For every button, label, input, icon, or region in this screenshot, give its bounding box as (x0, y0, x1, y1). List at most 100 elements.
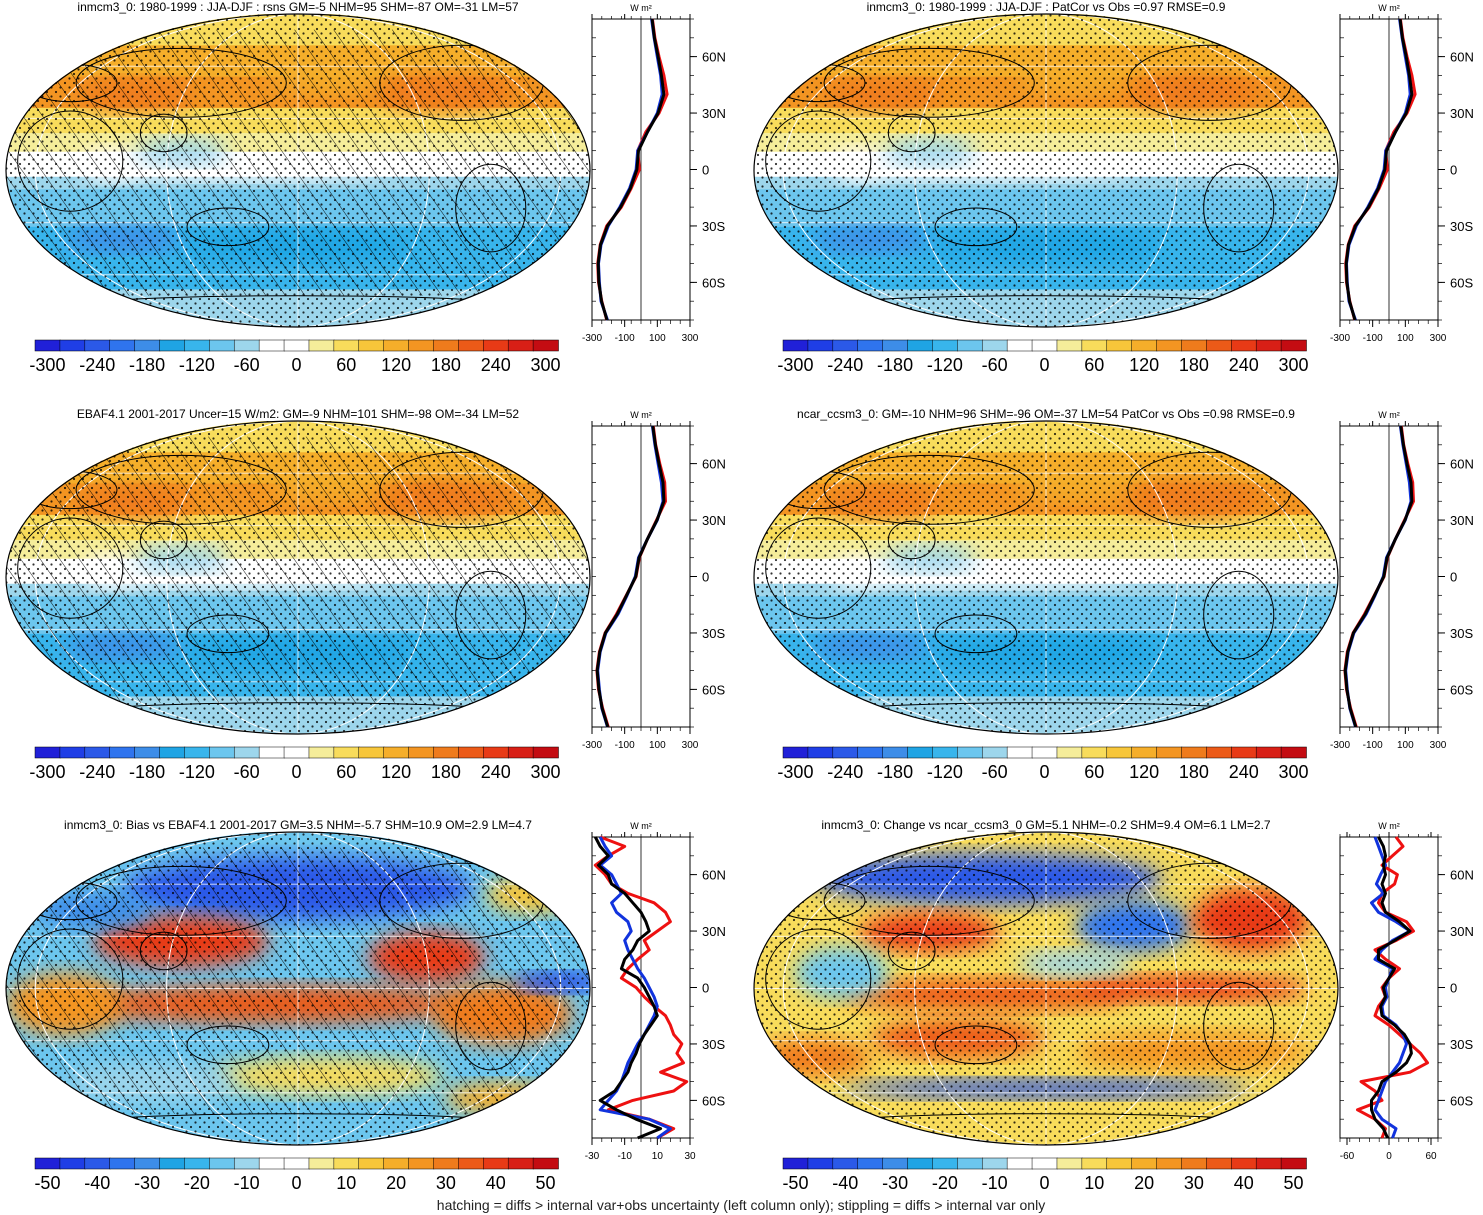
panel-title: inmcm3_0: 1980-1999 : JJA-DJF : PatCor v… (867, 0, 1226, 14)
colorbar-tick-label: 60 (1084, 762, 1104, 782)
colorbar-swatch (258, 1157, 285, 1170)
colorbar-swatch (34, 746, 61, 759)
colorbar-swatch (832, 1157, 859, 1170)
profile-unit-label: W m² (630, 821, 652, 831)
colorbar-tick-label: 60 (1084, 355, 1104, 375)
colorbar-swatch (134, 339, 161, 352)
stippling-overlay (754, 14, 1338, 327)
map-outline (753, 831, 1339, 1146)
profile-lat-label: 60S (1450, 275, 1473, 290)
colorbar-tick-label: -10 (982, 1173, 1008, 1193)
map-outline (753, 420, 1339, 735)
colorbar-swatch (1106, 746, 1133, 759)
colorbar-swatch (209, 339, 235, 352)
colorbar-swatch (458, 746, 485, 759)
colorbar-tick-label: -60 (982, 762, 1008, 782)
colorbar-swatch (184, 339, 211, 352)
map-outline (753, 13, 1339, 328)
colorbar-tick-label: 20 (386, 1173, 406, 1193)
profile-lat-label: 60S (1450, 1093, 1473, 1108)
colorbar-swatch (383, 746, 410, 759)
colorbar-swatch (134, 746, 161, 759)
map-field (754, 831, 1338, 1145)
profile-unit-label: W m² (1378, 410, 1400, 420)
colorbar-swatch (308, 1157, 335, 1170)
profile-x-tick-label: 100 (1397, 333, 1414, 344)
colorbar-swatch (184, 1157, 211, 1170)
colorbar-swatch (932, 339, 959, 352)
colorbar-tick-label: -180 (129, 762, 165, 782)
profile-lat-label: 60S (702, 275, 725, 290)
colorbar-swatch (308, 746, 335, 759)
profile-lat-label: 30S (702, 626, 725, 641)
colorbar-swatch (383, 339, 410, 352)
colorbar-tick-label: 0 (291, 1173, 301, 1193)
colorbar-swatch (358, 746, 385, 759)
colorbar-tick-label: -60 (234, 355, 260, 375)
colorbar-swatch (857, 1157, 884, 1170)
hatching-overlay (6, 847, 590, 1114)
colorbar-tick-label: -50 (34, 1173, 60, 1193)
colorbar-swatch (333, 746, 360, 759)
profile-series-line (596, 18, 666, 321)
colorbar-tick-label: -60 (982, 355, 1008, 375)
colorbar-swatch (882, 746, 909, 759)
colorbar-swatch (283, 746, 310, 759)
profile-x-tick-label: 0 (1386, 1151, 1392, 1162)
colorbar-swatch (84, 746, 111, 759)
colorbar-swatch (957, 339, 983, 352)
colorbar-tick-label: 180 (431, 762, 461, 782)
colorbar-tick-label: 300 (1279, 762, 1309, 782)
colorbar-swatch (807, 746, 834, 759)
colorbar-tick-label: 40 (1234, 1173, 1254, 1193)
colorbar-tick-label: -40 (832, 1173, 858, 1193)
colorbar-tick-label: 50 (1284, 1173, 1304, 1193)
colorbar-tick-label: 50 (536, 1173, 556, 1193)
map-field (754, 13, 1338, 327)
profile-lat-label: 60S (702, 1093, 725, 1108)
hatching-overlay (6, 29, 590, 296)
profile-x-tick-label: 100 (649, 333, 666, 344)
colorbar-swatch (333, 339, 360, 352)
colorbar-swatch (433, 1157, 460, 1170)
colorbar-swatch (483, 339, 509, 352)
colorbar-swatch (1081, 746, 1108, 759)
colorbar-swatch (308, 339, 335, 352)
profile-lat-label: 60N (702, 50, 726, 65)
colorbar-swatch (1156, 1157, 1183, 1170)
map-outline (5, 420, 591, 735)
colorbar-tick-label: -50 (782, 1173, 808, 1193)
colorbar-swatch (907, 746, 934, 759)
colorbar-tick-label: -20 (932, 1173, 958, 1193)
colorbar-tick-label: 240 (1229, 355, 1259, 375)
profile-lat-label: 60N (1450, 457, 1474, 472)
colorbar-swatch (1081, 339, 1108, 352)
colorbar-swatch (507, 1157, 534, 1170)
colorbar-tick-label: 10 (336, 1173, 356, 1193)
colorbar-tick-label: -180 (877, 355, 913, 375)
map-field (754, 420, 1338, 734)
colorbar-swatch (1255, 339, 1282, 352)
colorbar-swatch (1231, 746, 1257, 759)
colorbar-swatch (932, 1157, 959, 1170)
colorbar-swatch (857, 746, 884, 759)
colorbar-swatch (34, 339, 61, 352)
map-field (6, 420, 590, 734)
colorbar-swatch (1206, 339, 1233, 352)
colorbar-swatch (1181, 339, 1208, 352)
colorbar-swatch (184, 746, 211, 759)
profile-x-tick-label: -100 (615, 333, 635, 344)
colorbar-tick-label: -40 (84, 1173, 110, 1193)
colorbar-tick-label: 30 (436, 1173, 456, 1193)
profile-lat-label: 30N (702, 513, 726, 528)
colorbar-tick-label: -300 (29, 762, 65, 782)
colorbar-swatch (957, 746, 983, 759)
colorbar-swatch (882, 1157, 909, 1170)
colorbar-swatch (84, 339, 111, 352)
colorbar-swatch (1006, 339, 1033, 352)
colorbar-swatch (807, 339, 834, 352)
colorbar-swatch (1056, 746, 1083, 759)
profile-lat-label: 60S (702, 682, 725, 697)
profile-lat-label: 30N (1450, 106, 1474, 121)
colorbar-tick-label: -20 (184, 1173, 210, 1193)
